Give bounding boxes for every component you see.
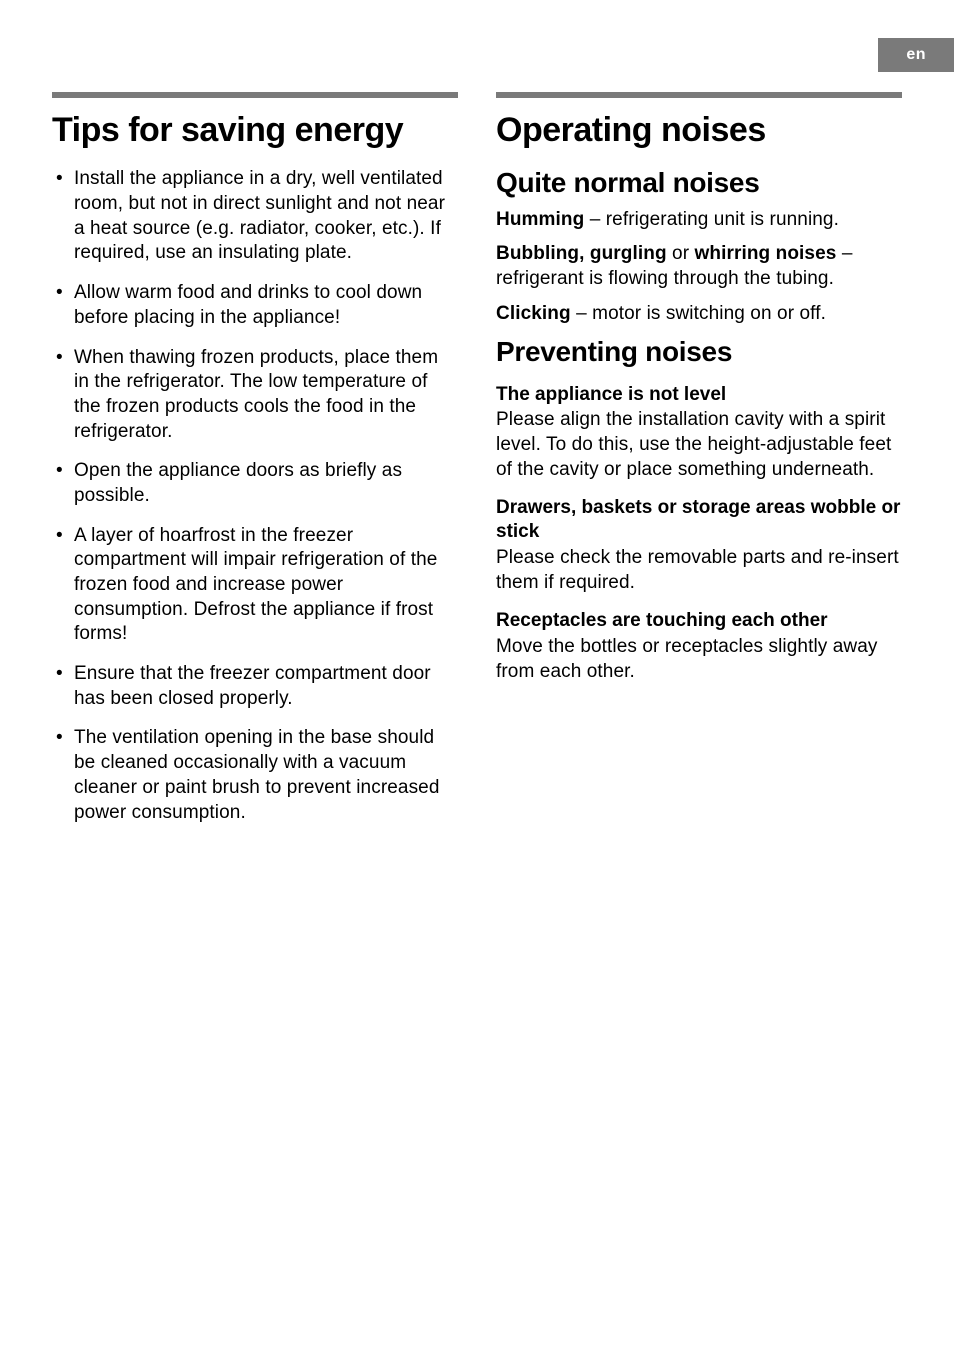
language-tab: en bbox=[878, 38, 954, 72]
list-item: Allow warm food and drinks to cool down … bbox=[52, 281, 458, 330]
section-rule bbox=[52, 92, 458, 98]
normal-noises-heading: Quite normal noises bbox=[496, 167, 902, 199]
list-item: A layer of hoarfrost in the freezer comp… bbox=[52, 524, 458, 647]
not-level-text: Please align the installation cavity wit… bbox=[496, 408, 902, 482]
section-rule bbox=[496, 92, 902, 98]
page-content: Tips for saving energy Install the appli… bbox=[52, 92, 902, 840]
list-item: Open the appliance doors as briefly as p… bbox=[52, 459, 458, 508]
preventing-noises-heading: Preventing noises bbox=[496, 336, 902, 368]
list-item: Install the appliance in a dry, well ven… bbox=[52, 167, 458, 266]
list-item: Ensure that the freezer compartment door… bbox=[52, 662, 458, 711]
humming-line: Humming – refrigerating unit is running. bbox=[496, 208, 902, 233]
wobble-heading: Drawers, baskets or storage areas wobble… bbox=[496, 496, 902, 544]
right-column: Operating noises Quite normal noises Hum… bbox=[496, 92, 902, 840]
list-item: The ventilation opening in the base shou… bbox=[52, 726, 458, 825]
clicking-text: – motor is switching on or off. bbox=[571, 303, 826, 324]
bubbling-label-1: Bubbling, gurgling bbox=[496, 243, 667, 264]
noises-heading: Operating noises bbox=[496, 112, 902, 149]
humming-text: – refrigerating unit is running. bbox=[584, 209, 839, 230]
wobble-text: Please check the removable parts and re-… bbox=[496, 546, 902, 595]
humming-label: Humming bbox=[496, 209, 584, 230]
left-column: Tips for saving energy Install the appli… bbox=[52, 92, 458, 840]
receptacles-text: Move the bottles or receptacles slightly… bbox=[496, 635, 902, 684]
clicking-label: Clicking bbox=[496, 303, 571, 324]
clicking-line: Clicking – motor is switching on or off. bbox=[496, 302, 902, 327]
not-level-heading: The appliance is not level bbox=[496, 383, 902, 407]
bubbling-line: Bubbling, gurgling or whirring noises – … bbox=[496, 242, 902, 291]
tips-heading: Tips for saving energy bbox=[52, 112, 458, 149]
bubbling-label-2: whirring noises bbox=[695, 243, 837, 264]
bubbling-mid: or bbox=[667, 243, 695, 264]
list-item: When thawing frozen products, place them… bbox=[52, 346, 458, 445]
tips-list: Install the appliance in a dry, well ven… bbox=[52, 167, 458, 825]
receptacles-heading: Receptacles are touching each other bbox=[496, 609, 902, 633]
